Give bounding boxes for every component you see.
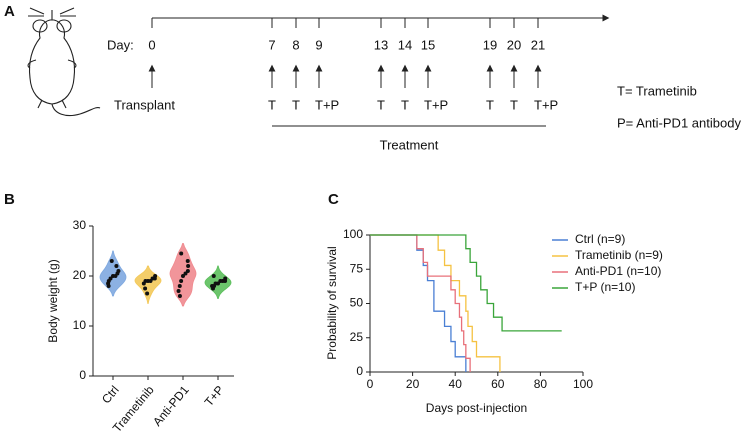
day-number: 19 <box>483 37 497 52</box>
x-tick-label: 40 <box>449 377 463 391</box>
day-number: 13 <box>374 37 388 52</box>
x-tick-label: 0 <box>367 377 374 391</box>
legend-text: T= Trametinib <box>617 83 697 98</box>
legend-label: Anti-PD1 (n=10) <box>575 264 661 278</box>
survival-chart: C 0 25 50 75 100 0 20 40 60 80 100 Days post-injecti… <box>325 191 663 415</box>
treatment-label: T <box>377 97 385 112</box>
data-point <box>116 269 121 273</box>
treatment-label: T <box>510 97 518 112</box>
treatment-label: Treatment <box>380 137 439 152</box>
x-tick-label: 100 <box>573 377 593 391</box>
data-point <box>108 276 113 281</box>
legend-label: Trametinib (n=9) <box>575 248 663 262</box>
y-tick-label: 20 <box>73 268 87 282</box>
y-tick-label: 25 <box>350 330 364 344</box>
data-point <box>179 251 184 256</box>
data-point <box>177 294 182 298</box>
data-point <box>109 259 114 263</box>
data-point <box>185 269 190 273</box>
data-point <box>181 274 185 278</box>
panel-label: A <box>4 3 15 20</box>
data-point <box>176 289 181 293</box>
y-tick-label: 10 <box>73 318 87 332</box>
data-point <box>216 281 220 286</box>
treatment-label: Transplant <box>114 97 175 112</box>
y-tick-label: 30 <box>73 218 87 232</box>
x-axis-label: Days post-injection <box>426 401 527 415</box>
data-point <box>223 276 228 281</box>
y-tick-label: 50 <box>350 296 364 310</box>
day-number: 7 <box>268 37 275 52</box>
day-number: 9 <box>315 37 322 52</box>
x-tick-label: Anti-PD1 <box>150 383 192 429</box>
violin <box>99 250 127 297</box>
data-point <box>179 279 184 283</box>
day-number: 8 <box>292 37 299 52</box>
treatment-label: T <box>486 97 494 112</box>
data-point <box>114 264 119 268</box>
survival-line <box>370 234 562 332</box>
x-tick-label: T+P <box>202 383 227 409</box>
y-tick-label: 0 <box>79 368 86 382</box>
panel-label: B <box>4 191 15 208</box>
data-point <box>145 291 150 296</box>
y-tick-label: 75 <box>350 261 364 275</box>
data-point <box>143 286 148 291</box>
y-axis-label: Probability of survival <box>325 246 339 359</box>
treatment-label: T+P <box>534 97 558 112</box>
x-tick-label: 20 <box>406 377 420 391</box>
data-point <box>177 284 182 288</box>
legend-label: Ctrl (n=9) <box>575 232 625 246</box>
legend-label: T+P (n=10) <box>575 280 635 294</box>
data-point <box>186 264 191 268</box>
treatment-label: T <box>292 97 300 112</box>
treatment-label: T+P <box>424 97 448 112</box>
legend-text: P= Anti-PD1 antibody <box>617 115 741 130</box>
day-label: Day: <box>107 37 134 52</box>
survival-line <box>370 234 501 372</box>
day-number: 21 <box>531 37 545 52</box>
y-tick-label: 0 <box>356 364 363 378</box>
y-tick-label: 100 <box>343 227 363 241</box>
treatment-label: T+P <box>315 97 339 112</box>
x-tick-label: Ctrl <box>99 383 122 406</box>
x-tick-label: 60 <box>491 377 505 391</box>
day-number: 15 <box>421 37 435 52</box>
survival-line <box>370 234 471 372</box>
timeline-events: 0 Transplant 7 T 8 T 9 T+P 13 T 14 T 15 T+P 19 T 20 T 21 T+… <box>114 18 558 112</box>
day-number: 20 <box>507 37 521 52</box>
data-point <box>183 271 188 276</box>
data-point <box>153 274 158 278</box>
treatment-label: T <box>401 97 409 112</box>
survival-line <box>370 234 467 372</box>
day-number: 14 <box>398 37 412 52</box>
data-point <box>185 259 190 263</box>
data-point <box>211 274 216 278</box>
mouse-icon <box>27 7 101 117</box>
x-tick-label: 80 <box>534 377 548 391</box>
treatment-label: T <box>268 97 276 112</box>
day-number: 0 <box>148 37 155 52</box>
panel-label: C <box>328 191 339 208</box>
y-axis-label: Body weight (g) <box>46 259 60 342</box>
violin <box>134 265 162 304</box>
